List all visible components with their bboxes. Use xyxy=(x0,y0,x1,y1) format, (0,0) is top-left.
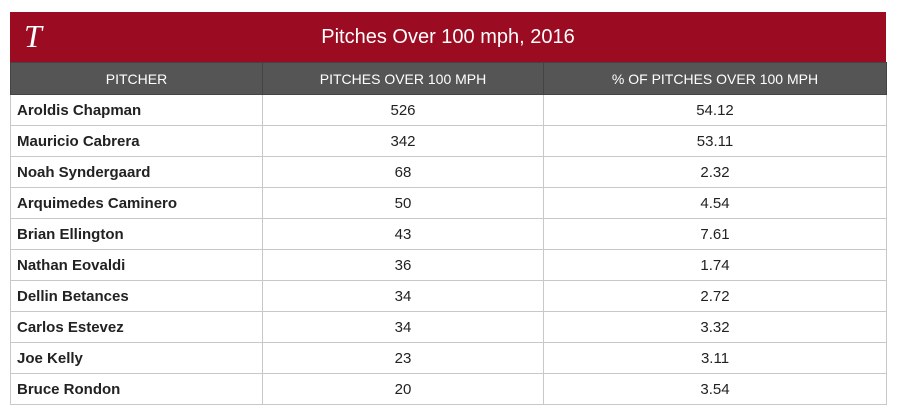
table-cell: 23 xyxy=(262,342,544,374)
pitcher-name: Mauricio Cabrera xyxy=(10,125,263,157)
table-cell: 3.32 xyxy=(543,311,887,343)
pitcher-name: Aroldis Chapman xyxy=(10,94,263,126)
table-row: Aroldis Chapman 526 54.12 xyxy=(10,94,887,126)
pitcher-name: Carlos Estevez xyxy=(10,311,263,343)
table-card: T Pitches Over 100 mph, 2016 PITCHER PITC… xyxy=(10,12,887,405)
table-cell: 34 xyxy=(262,311,544,343)
table-row: Brian Ellington 43 7.61 xyxy=(10,218,887,250)
table-cell: 342 xyxy=(262,125,544,157)
column-header: % OF PITCHES OVER 100 MPH xyxy=(543,62,887,95)
table-cell: 20 xyxy=(262,373,544,405)
table-cell: 4.54 xyxy=(543,187,887,219)
column-header: PITCHES OVER 100 MPH xyxy=(262,62,544,95)
pitcher-name: Noah Syndergaard xyxy=(10,156,263,188)
table-cell: 54.12 xyxy=(543,94,887,126)
table-cell: 68 xyxy=(262,156,544,188)
table-cell: 526 xyxy=(262,94,544,126)
table-cell: 2.32 xyxy=(543,156,887,188)
table-cell: 43 xyxy=(262,218,544,250)
header-row: PITCHER PITCHES OVER 100 MPH% OF PITCHES … xyxy=(10,62,887,95)
pitcher-name: Brian Ellington xyxy=(10,218,263,250)
pitcher-name: Arquimedes Caminero xyxy=(10,187,263,219)
table-row: Dellin Betances 34 2.72 xyxy=(10,280,887,312)
logo: T xyxy=(24,18,42,54)
pitcher-name: Joe Kelly xyxy=(10,342,263,374)
table-body: Aroldis Chapman 526 54.12 Mauricio Cabrera 3… xyxy=(10,94,887,405)
pitcher-name: Dellin Betances xyxy=(10,280,263,312)
header: T Pitches Over 100 mph, 2016 xyxy=(10,12,886,62)
table-cell: 53.11 xyxy=(543,125,887,157)
table-row: Mauricio Cabrera 342 53.11 xyxy=(10,125,887,157)
table-cell: 3.11 xyxy=(543,342,887,374)
table-cell: 34 xyxy=(262,280,544,312)
table-row: Arquimedes Caminero 50 4.54 xyxy=(10,187,887,219)
table-cell: 1.74 xyxy=(543,249,887,281)
table-row: Carlos Estevez 34 3.32 xyxy=(10,311,887,343)
table-cell: 3.54 xyxy=(543,373,887,405)
table-cell: 50 xyxy=(262,187,544,219)
table-cell: 7.61 xyxy=(543,218,887,250)
table-cell: 2.72 xyxy=(543,280,887,312)
pitcher-name: Nathan Eovaldi xyxy=(10,249,263,281)
table-row: Joe Kelly 23 3.11 xyxy=(10,342,887,374)
title: Pitches Over 100 mph, 2016 xyxy=(321,26,575,48)
table-row: Nathan Eovaldi 36 1.74 xyxy=(10,249,887,281)
table-row: Bruce Rondon 20 3.54 xyxy=(10,373,887,405)
column-header: PITCHER xyxy=(10,62,263,95)
table-row: Noah Syndergaard 68 2.32 xyxy=(10,156,887,188)
table-cell: 36 xyxy=(262,249,544,281)
pitcher-name: Bruce Rondon xyxy=(10,373,263,405)
table: PITCHER PITCHES OVER 100 MPH% OF PITCHES … xyxy=(10,62,887,405)
